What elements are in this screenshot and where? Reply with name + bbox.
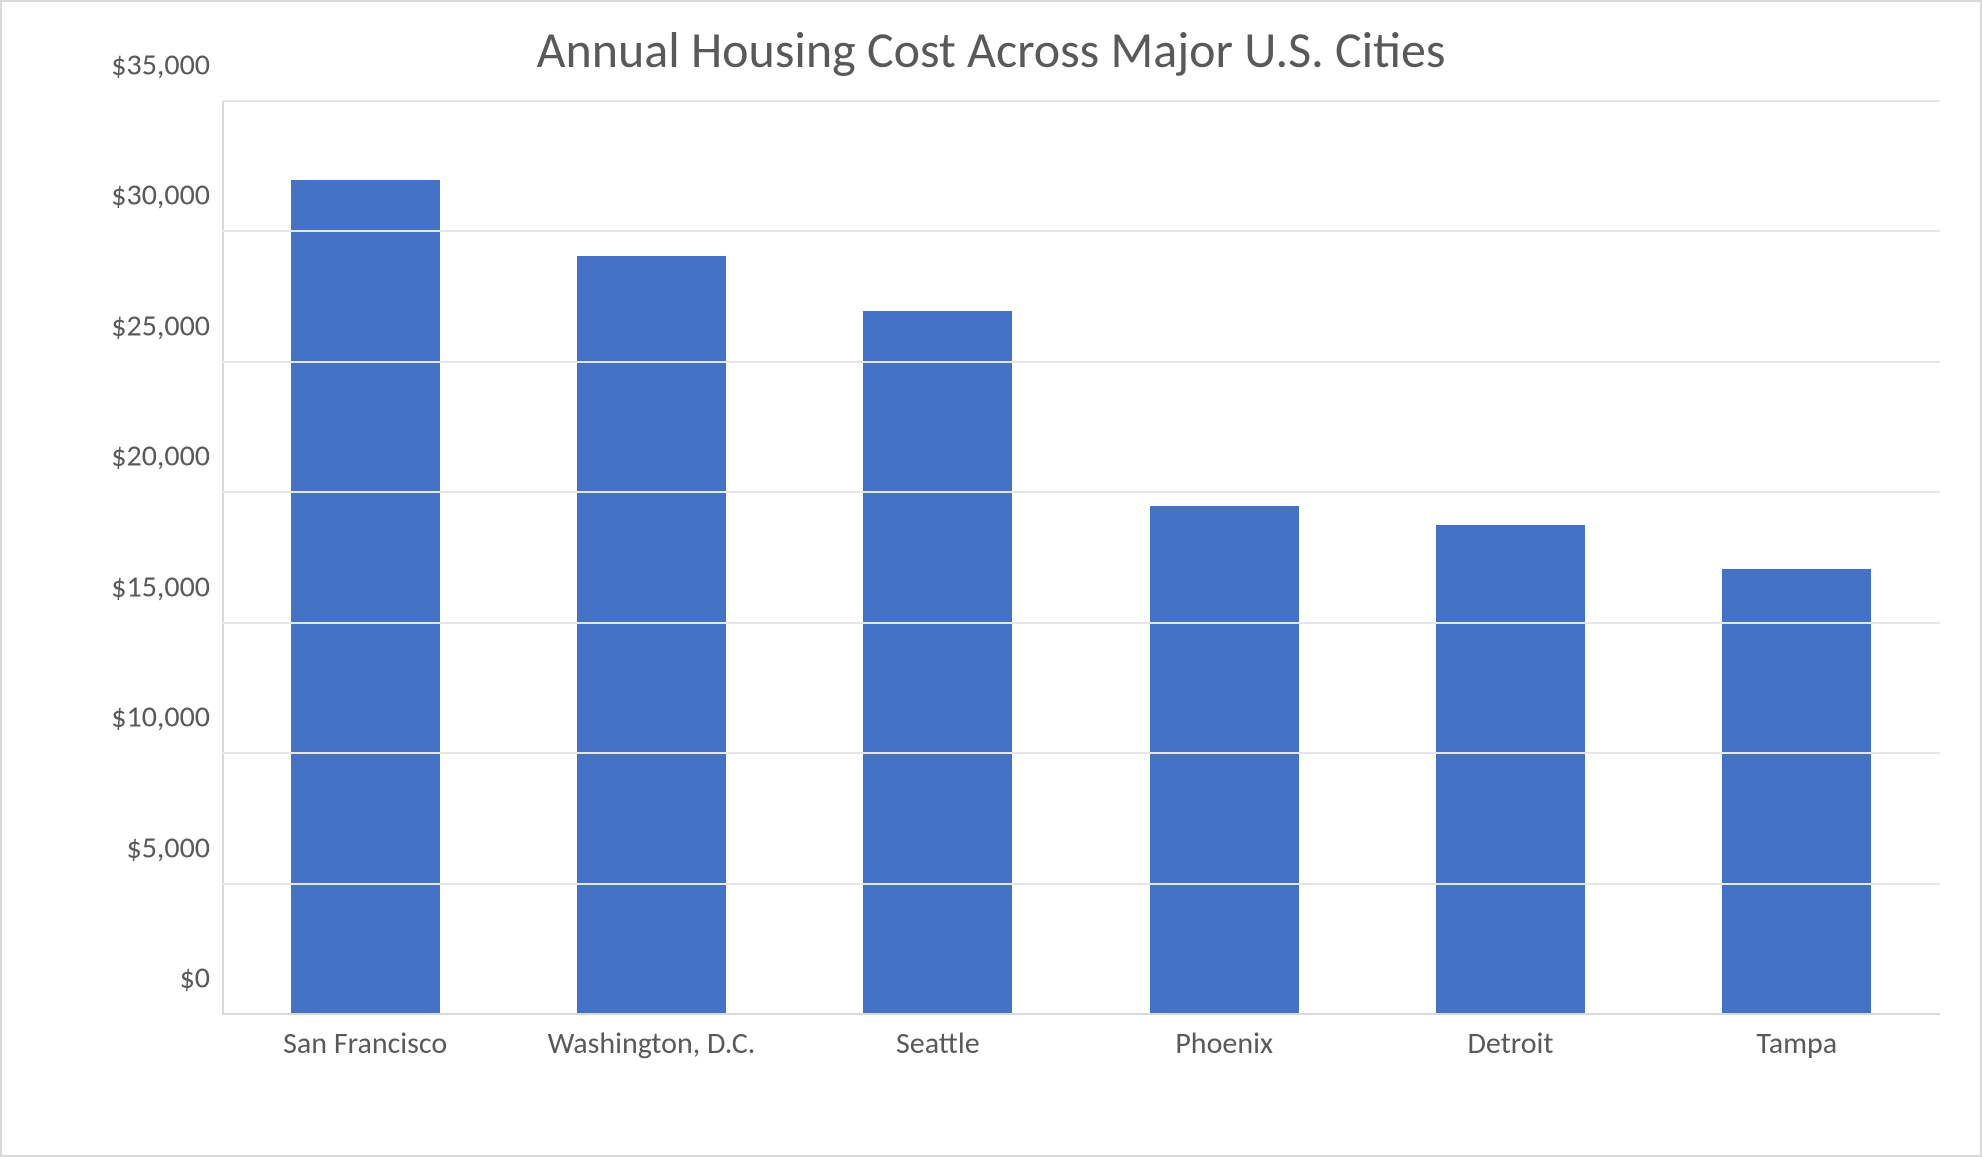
bar-slot	[1081, 102, 1367, 1015]
bar	[1722, 569, 1871, 1015]
y-tick-label: $5,000	[126, 829, 210, 866]
gridline	[222, 883, 1940, 885]
gridline	[222, 752, 1940, 754]
x-axis-line	[222, 1013, 1940, 1015]
bar	[577, 256, 726, 1015]
chart-container: Annual Housing Cost Across Major U.S. Ci…	[0, 0, 1982, 1157]
plot-wrap: $0 $5,000 $10,000 $15,000 $20,000 $25,000 $30,…	[62, 102, 1940, 1015]
gridline	[222, 622, 1940, 624]
y-tick-label: $0	[180, 960, 210, 997]
x-tick-label: Seattle	[795, 1025, 1081, 1135]
bar-slot	[795, 102, 1081, 1015]
gridline	[222, 361, 1940, 363]
bar-slot	[222, 102, 508, 1015]
bar	[291, 180, 440, 1015]
x-axis-labels: San FranciscoWashington, D.C.SeattlePhoe…	[222, 1025, 1940, 1135]
gridline	[222, 230, 1940, 232]
chart-title: Annual Housing Cost Across Major U.S. Ci…	[2, 20, 1980, 81]
bar-slot	[1367, 102, 1653, 1015]
gridline	[222, 491, 1940, 493]
x-tick-label: Detroit	[1367, 1025, 1653, 1135]
y-tick-label: $10,000	[111, 699, 210, 736]
bar	[1436, 525, 1585, 1015]
y-tick-label: $15,000	[111, 568, 210, 605]
bar	[863, 311, 1012, 1015]
bar-slot	[1654, 102, 1940, 1015]
x-tick-label: San Francisco	[222, 1025, 508, 1135]
y-axis: $0 $5,000 $10,000 $15,000 $20,000 $25,000 $30,…	[62, 102, 222, 1015]
y-tick-label: $20,000	[111, 438, 210, 475]
x-tick-label: Phoenix	[1081, 1025, 1367, 1135]
y-tick-label: $35,000	[111, 47, 210, 84]
y-tick-label: $30,000	[111, 177, 210, 214]
bar	[1150, 506, 1299, 1015]
x-tick-label: Washington, D.C.	[508, 1025, 794, 1135]
bars-group	[222, 102, 1940, 1015]
y-tick-label: $25,000	[111, 307, 210, 344]
x-tick-label: Tampa	[1654, 1025, 1940, 1135]
gridline	[222, 100, 1940, 102]
bar-slot	[508, 102, 794, 1015]
plot-area	[222, 102, 1940, 1015]
